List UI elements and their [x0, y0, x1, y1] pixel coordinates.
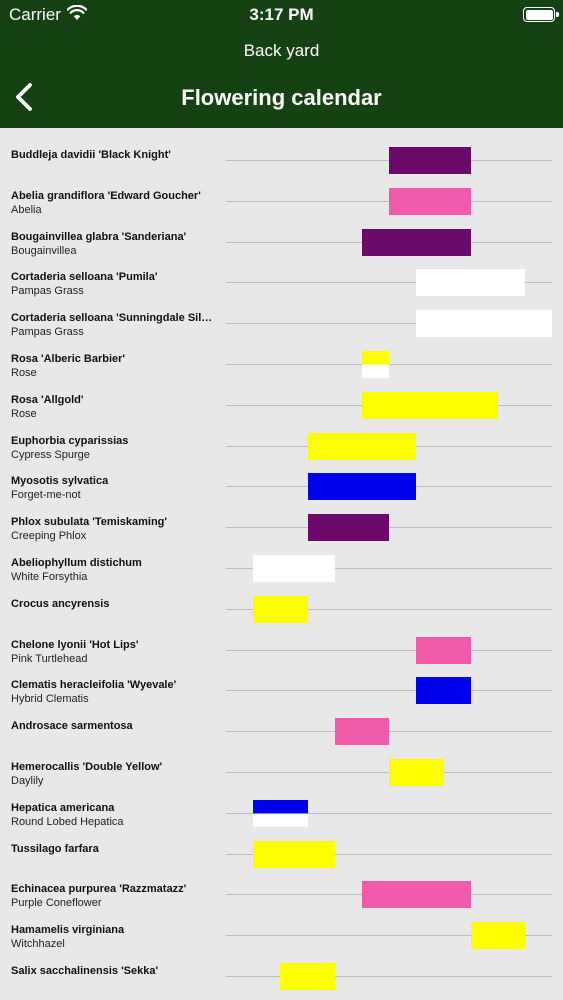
- plant-row[interactable]: Salix sacchalinensis 'Sekka': [0, 944, 563, 990]
- status-bar: Carrier 3:17 PM: [0, 0, 563, 30]
- plant-row[interactable]: Tussilago farfara: [0, 822, 563, 868]
- plant-name: Crocus ancyrensis: [11, 597, 110, 610]
- wifi-icon: [67, 5, 87, 20]
- bloom-period-bar: [416, 677, 471, 705]
- bloom-period-bar: [307, 514, 390, 542]
- bloom-period-bar: [253, 840, 335, 868]
- plant-name: Abeliophyllum distichum: [11, 557, 142, 569]
- plant-row[interactable]: Rosa 'Allgold' Rose: [0, 373, 563, 420]
- bloom-period-bar: [362, 228, 471, 256]
- bloom-period-bar: [416, 269, 526, 297]
- plant-name: Cortaderia selloana 'Pumila': [11, 271, 158, 284]
- timeline-track: [226, 608, 552, 610]
- timeline-track: [226, 812, 552, 814]
- timeline-track: [226, 200, 552, 202]
- bloom-period-bar: [253, 555, 335, 582]
- timeline-track: [226, 853, 552, 855]
- plant-row[interactable]: Hamamelis virginiana Witchhazel: [0, 903, 563, 950]
- plant-name: Myosotis sylvatica: [11, 475, 109, 488]
- timeline-track: [226, 935, 552, 937]
- plant-name: Hamamelis virginiana: [11, 924, 125, 937]
- plant-row[interactable]: Phlox subulata 'Temiskaming' Creeping Phl…: [0, 495, 563, 542]
- garden-name: Back yard: [243, 41, 320, 60]
- timeline-track: [226, 976, 552, 977]
- bloom-period-bar: [307, 473, 417, 501]
- timeline-track: [226, 160, 552, 161]
- bloom-period-bar: [362, 881, 471, 909]
- plant-row[interactable]: Myosotis sylvatica Forget-me-not: [0, 454, 563, 501]
- bloom-period-bar: [470, 922, 526, 950]
- bloom-period-bar: [253, 799, 308, 827]
- plant-name: Echinacea purpurea 'Razzmatazz': [11, 883, 187, 896]
- plant-row[interactable]: Echinacea purpurea 'Razzmatazz' Purple Co…: [0, 862, 563, 909]
- plant-name: Euphorbia cyparissias: [11, 434, 129, 447]
- plant-row[interactable]: Rosa 'Alberic Barbier' Rose: [0, 332, 563, 379]
- timeline-track: [226, 282, 552, 284]
- plant-name: Hepatica americana: [11, 801, 115, 814]
- bloom-period-bar: [280, 963, 335, 990]
- plant-row[interactable]: Hemerocallis 'Double Yellow' Daylily: [0, 740, 563, 787]
- plant-row[interactable]: Cortaderia selloana 'Pumila' Pampas Grass: [0, 250, 563, 297]
- plant-name: Rosa 'Alberic Barbier': [11, 353, 126, 365]
- plant-row[interactable]: Abeliophyllum distichum White Forsythia: [0, 536, 563, 583]
- plant-row[interactable]: Chelone lyonii 'Hot Lips' Pink Turtlehead: [0, 618, 563, 665]
- battery-icon: [523, 7, 559, 22]
- navigation-bar: Carrier 3:17 PM Back yard Flowering cale…: [0, 0, 563, 128]
- plant-name: Androsace sarmentosa: [11, 720, 133, 733]
- plant-name: Salix sacchalinensis 'Sekka': [11, 965, 159, 977]
- bloom-period-bar: [253, 595, 308, 623]
- plant-name: Bougainvillea glabra 'Sanderiana': [11, 230, 187, 243]
- plant-row[interactable]: Cortaderia selloana 'Sunningdale Silver'…: [0, 291, 563, 338]
- bloom-period-bar: [362, 391, 498, 419]
- plant-name: Phlox subulata 'Temiskaming': [11, 516, 168, 529]
- plant-row[interactable]: Euphorbia cyparissias Cypress Spurge: [0, 414, 563, 461]
- plant-name: Buddleja davidii 'Black Knight': [11, 149, 171, 161]
- bloom-period-bar: [416, 636, 471, 664]
- bloom-period-bar: [362, 351, 390, 378]
- timeline-track: [226, 690, 552, 692]
- bloom-period-bar: [389, 147, 471, 174]
- bloom-period-bar: [389, 759, 444, 786]
- timeline-track: [226, 649, 552, 651]
- page-title: Flowering calendar: [181, 85, 382, 110]
- timeline-track: [226, 323, 552, 325]
- plant-row[interactable]: Androsace sarmentosa: [0, 699, 563, 746]
- clock: 3:17 PM: [249, 5, 314, 24]
- plant-row[interactable]: Abelia grandiflora 'Edward Goucher' Abeli…: [0, 169, 563, 216]
- plant-row[interactable]: Hepatica americana Round Lobed Hepatica: [0, 781, 563, 828]
- plant-row[interactable]: Clematis heracleifolia 'Wyevale' Hybrid C…: [0, 658, 563, 705]
- bloom-period-bar: [307, 432, 417, 460]
- plant-name: Chelone lyonii 'Hot Lips': [11, 638, 139, 651]
- timeline-track: [226, 568, 552, 569]
- plant-name: Abelia grandiflora 'Edward Goucher': [11, 189, 201, 202]
- carrier-label: Carrier: [9, 5, 61, 24]
- plant-name: Tussilago farfara: [11, 842, 99, 855]
- bloom-period-bar: [416, 310, 553, 338]
- plant-name: Clematis heracleifolia 'Wyevale': [11, 679, 177, 692]
- plant-row[interactable]: Buddleja davidii 'Black Knight': [0, 128, 563, 174]
- bloom-period-bar: [389, 187, 471, 215]
- timeline-track: [226, 772, 552, 773]
- plant-row[interactable]: Crocus ancyrensis: [0, 577, 563, 623]
- flowering-calendar-list[interactable]: Buddleja davidii 'Black Knight' Abelia gr…: [0, 128, 563, 1000]
- plant-name: Hemerocallis 'Double Yellow': [11, 761, 163, 773]
- plant-name: Cortaderia selloana 'Sunningdale Silver': [11, 312, 214, 325]
- back-chevron-icon[interactable]: [10, 80, 44, 114]
- bloom-period-bar: [334, 718, 390, 746]
- plant-name: Rosa 'Allgold': [11, 393, 84, 406]
- plant-row[interactable]: Bougainvillea glabra 'Sanderiana' Bougain…: [0, 210, 563, 257]
